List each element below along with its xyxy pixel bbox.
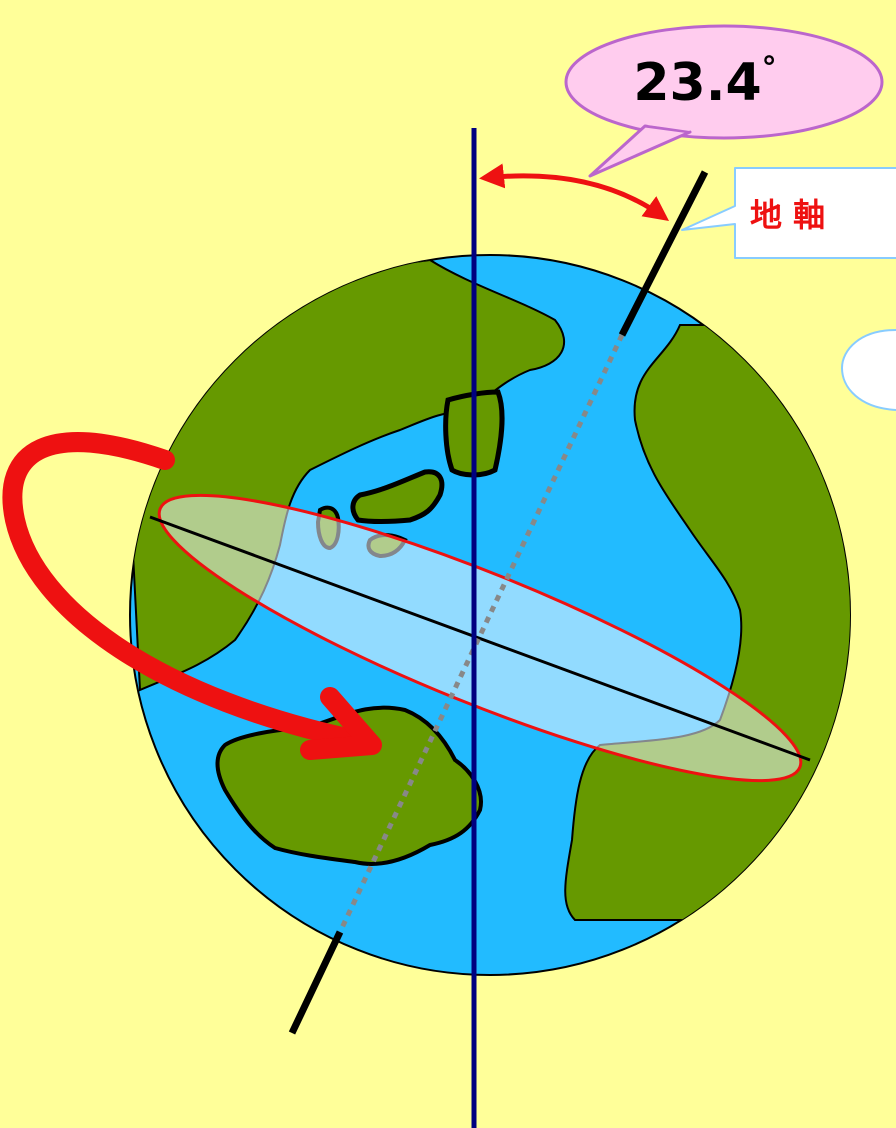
axis-label-callout: 地 軸: [681, 167, 896, 259]
axis-label: 地 軸: [750, 196, 825, 234]
angle-callout: 23.4°: [564, 24, 884, 178]
svg-text:23.4°: 23.4°: [633, 51, 776, 113]
axis-hidden-segment: [337, 333, 625, 934]
offscreen-callout: [840, 329, 896, 411]
angle-value: 23.4: [633, 53, 761, 113]
axis-top-segment: [618, 170, 709, 337]
island-2: [350, 469, 445, 524]
rotation-arrow: [2, 432, 382, 760]
axis-bottom-segment: [288, 930, 344, 1035]
equator-line: [149, 515, 811, 762]
equator-plane: [149, 493, 811, 783]
tilt-angle-arrow: [479, 163, 670, 221]
angle-unit: °: [762, 51, 777, 86]
landmass-americas: [564, 324, 850, 921]
earth-axis: [288, 170, 709, 1035]
